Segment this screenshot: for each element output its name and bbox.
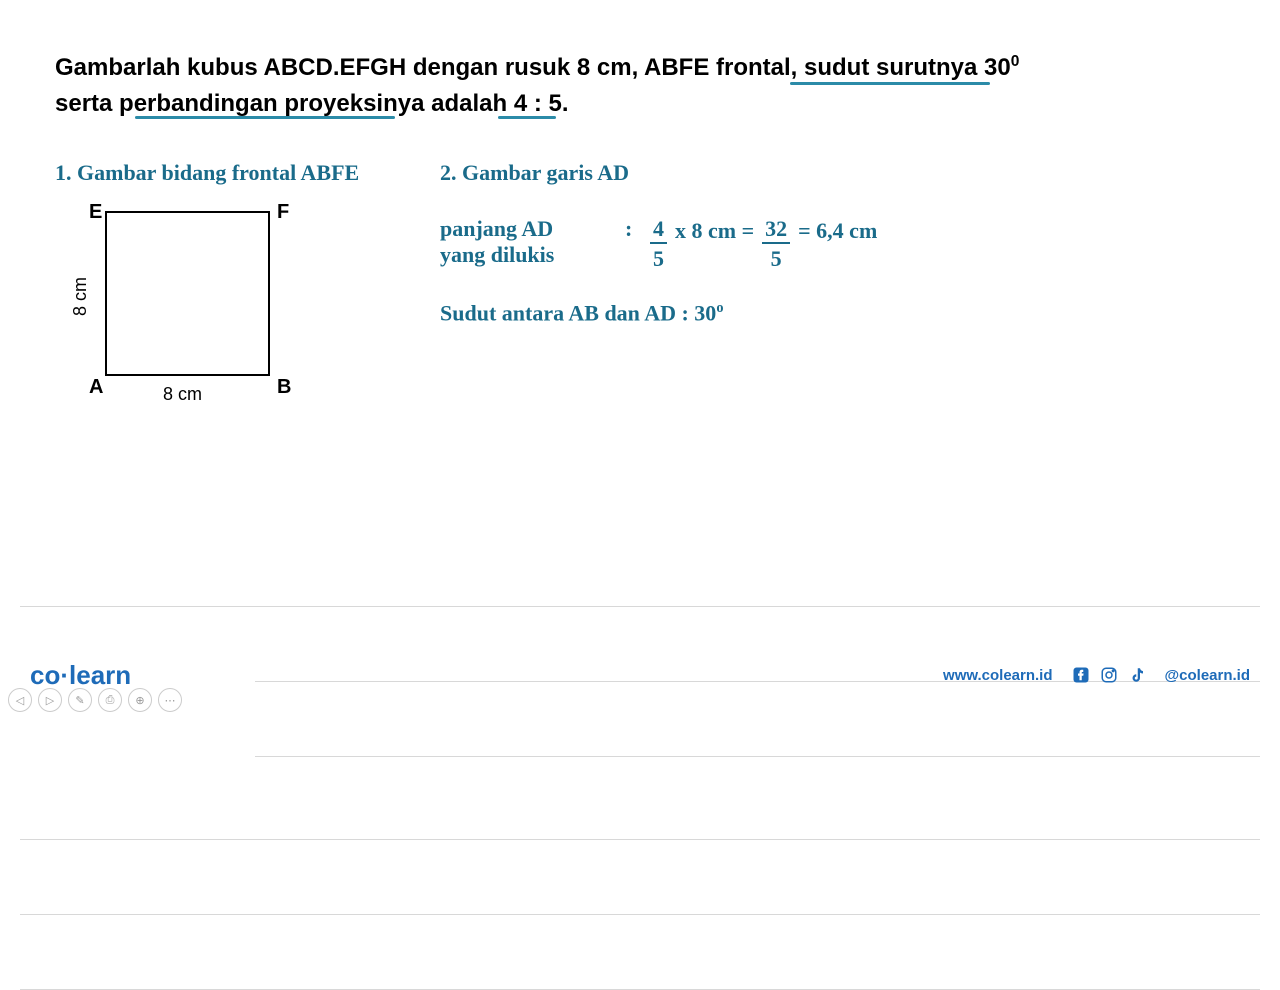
instagram-icon[interactable] bbox=[1099, 665, 1119, 685]
fraction-4-5: 4 5 bbox=[650, 216, 667, 272]
step2-title: 2. Gambar garis AD bbox=[440, 160, 1225, 186]
calc-expression: 4 5 x 8 cm = 32 5 = 6,4 cm bbox=[650, 216, 877, 272]
footer: co·learn www.colearn.id @colearn.id bbox=[0, 650, 1280, 700]
frac1-denominator: 5 bbox=[650, 244, 667, 272]
angle-text: Sudut antara AB dan AD : 30 bbox=[440, 300, 716, 325]
calc-label-1: panjang AD bbox=[440, 216, 625, 242]
player-controls: ◁ ▷ ✎ ⎙ ⊕ ⋯ bbox=[8, 688, 182, 712]
problem-text-2: serta perbandingan proyeksinya adalah bbox=[55, 90, 514, 117]
website-url[interactable]: www.colearn.id bbox=[943, 667, 1052, 684]
left-measure: 8 cm bbox=[70, 277, 91, 316]
vertex-F: F bbox=[277, 201, 289, 224]
play-button[interactable]: ▷ bbox=[38, 688, 62, 712]
zoom-button[interactable]: ⊕ bbox=[128, 688, 152, 712]
underline-3 bbox=[498, 116, 556, 119]
vertex-E: E bbox=[89, 201, 102, 224]
logo-co: co bbox=[30, 660, 60, 690]
frac2-denominator: 5 bbox=[762, 244, 790, 272]
problem-text-1: Gambarlah kubus ABCD.EFGH dengan rusuk 8… bbox=[55, 54, 984, 81]
print-button[interactable]: ⎙ bbox=[98, 688, 122, 712]
frac2-numerator: 32 bbox=[762, 216, 790, 244]
prev-button[interactable]: ◁ bbox=[8, 688, 32, 712]
social-icons bbox=[1071, 665, 1147, 685]
step-1: 1. Gambar bidang frontal ABFE E F A B 8 … bbox=[55, 160, 375, 421]
square-shape bbox=[105, 211, 270, 376]
step-2: 2. Gambar garis AD panjang AD yang diluk… bbox=[440, 160, 1225, 421]
problem-statement: Gambarlah kubus ABCD.EFGH dengan rusuk 8… bbox=[55, 50, 1225, 122]
bottom-measure: 8 cm bbox=[163, 384, 202, 405]
ruled-line bbox=[255, 756, 1260, 757]
problem-degree: 0 bbox=[1011, 53, 1020, 70]
more-button[interactable]: ⋯ bbox=[158, 688, 182, 712]
problem-angle: 30 bbox=[984, 54, 1011, 81]
square-diagram: E F A B 8 cm 8 cm bbox=[75, 201, 285, 421]
ruled-line bbox=[20, 914, 1260, 915]
problem-line2: serta perbandingan proyeksinya adalah 4 … bbox=[55, 90, 569, 117]
problem-ratio: 4 : 5. bbox=[514, 90, 569, 117]
problem-line1: Gambarlah kubus ABCD.EFGH dengan rusuk 8… bbox=[55, 54, 1019, 81]
calc-colon: : bbox=[625, 216, 650, 242]
underline-1 bbox=[790, 82, 990, 85]
fraction-32-5: 32 5 bbox=[762, 216, 790, 272]
logo-learn: learn bbox=[69, 660, 131, 690]
tiktok-icon[interactable] bbox=[1127, 665, 1147, 685]
calculation-row: panjang AD yang dilukis : 4 5 x 8 cm = 3… bbox=[440, 216, 1225, 272]
social-handle[interactable]: @colearn.id bbox=[1165, 667, 1250, 684]
ruled-line bbox=[20, 606, 1260, 607]
vertex-B: B bbox=[277, 376, 291, 399]
angle-statement: Sudut antara AB dan AD : 30o bbox=[440, 300, 1225, 326]
calc-mult: x 8 cm = bbox=[675, 216, 754, 244]
logo: co·learn bbox=[30, 660, 131, 691]
frac1-numerator: 4 bbox=[650, 216, 667, 244]
vertex-A: A bbox=[89, 376, 103, 399]
underline-2 bbox=[135, 116, 395, 119]
calc-label-2: yang dilukis bbox=[440, 242, 625, 268]
ruled-line bbox=[20, 839, 1260, 840]
angle-degree: o bbox=[716, 300, 723, 316]
edit-button[interactable]: ✎ bbox=[68, 688, 92, 712]
facebook-icon[interactable] bbox=[1071, 665, 1091, 685]
calc-result: = 6,4 cm bbox=[798, 216, 877, 244]
step1-title: 1. Gambar bidang frontal ABFE bbox=[55, 160, 375, 186]
